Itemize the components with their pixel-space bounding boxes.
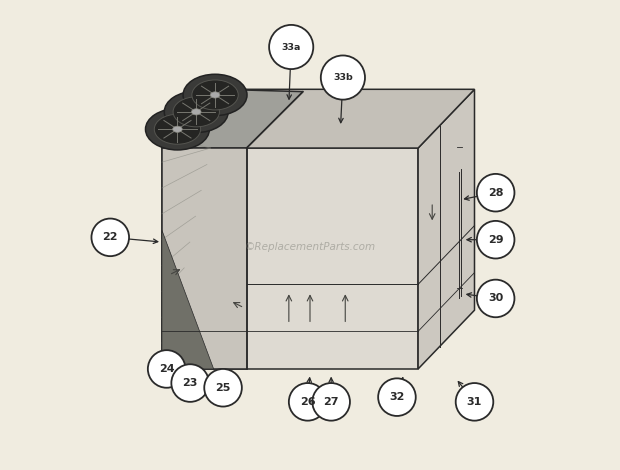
Circle shape <box>477 221 515 258</box>
Circle shape <box>321 55 365 100</box>
Ellipse shape <box>173 97 219 127</box>
Text: 33a: 33a <box>281 42 301 52</box>
Ellipse shape <box>164 91 228 133</box>
Circle shape <box>171 364 209 402</box>
Text: 33b: 33b <box>333 73 353 82</box>
Circle shape <box>312 383 350 421</box>
Text: 31: 31 <box>467 397 482 407</box>
Ellipse shape <box>192 109 201 115</box>
Circle shape <box>378 378 416 416</box>
Text: 24: 24 <box>159 364 174 374</box>
Circle shape <box>289 383 327 421</box>
Circle shape <box>269 25 313 69</box>
Polygon shape <box>162 148 418 369</box>
Circle shape <box>477 280 515 317</box>
Circle shape <box>92 219 129 256</box>
Polygon shape <box>162 148 247 369</box>
Polygon shape <box>162 89 474 148</box>
Text: 28: 28 <box>488 188 503 198</box>
Ellipse shape <box>183 74 247 116</box>
Ellipse shape <box>192 80 238 110</box>
Circle shape <box>204 369 242 407</box>
Polygon shape <box>162 89 303 148</box>
Text: 26: 26 <box>300 397 316 407</box>
Polygon shape <box>162 230 214 369</box>
Text: 29: 29 <box>488 235 503 245</box>
Text: ©ReplacementParts.com: ©ReplacementParts.com <box>244 242 376 252</box>
Ellipse shape <box>172 126 182 133</box>
Text: 27: 27 <box>324 397 339 407</box>
Ellipse shape <box>146 109 210 150</box>
Text: 25: 25 <box>215 383 231 393</box>
Circle shape <box>477 174 515 212</box>
Polygon shape <box>418 89 474 369</box>
Text: 23: 23 <box>182 378 198 388</box>
Circle shape <box>148 350 185 388</box>
Text: 22: 22 <box>102 232 118 243</box>
Ellipse shape <box>210 92 220 98</box>
Circle shape <box>456 383 494 421</box>
Ellipse shape <box>154 114 201 144</box>
Text: 30: 30 <box>488 293 503 304</box>
Text: 32: 32 <box>389 392 405 402</box>
